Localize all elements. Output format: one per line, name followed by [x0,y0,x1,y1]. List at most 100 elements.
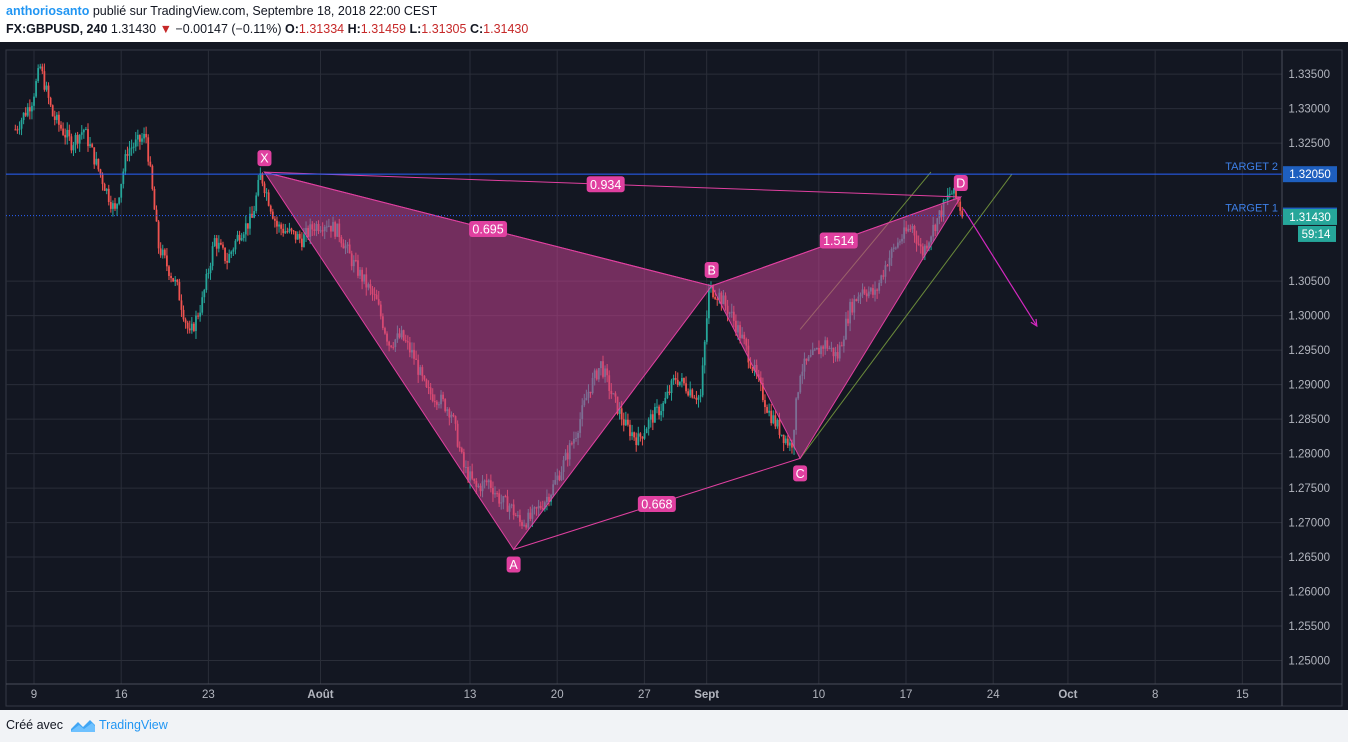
close-value: 1.31430 [483,22,529,36]
ratio-label-bd: 1.514 [823,234,854,248]
candle-body [666,391,669,398]
price-tick-label: 1.25000 [1288,656,1330,668]
candle-body [109,202,112,209]
ratio-label-xb-bg [469,221,508,238]
target-price-badge-bg-1 [1283,166,1337,183]
candle-body [33,96,35,106]
time-tick-label: 10 [812,689,825,701]
candle-body [126,154,129,156]
high-label: H: [347,22,361,36]
time-tick-label: 8 [1152,689,1158,701]
channel-lower-line[interactable] [799,173,1013,459]
tradingview-logo-icon[interactable] [70,717,96,738]
candle-body [672,378,675,381]
candle-body [105,188,108,191]
candle-body [22,112,25,121]
candle-body [64,134,67,138]
candle-body [45,85,48,90]
candle-body [53,116,56,120]
candle-body [649,414,652,420]
candle-body [78,134,81,144]
candle-body [654,407,656,423]
target-lines[interactable]: TARGET 2 TARGET 1 [6,161,1282,217]
candle-body [780,434,783,436]
candle-body [255,195,258,211]
candle-body [60,124,62,129]
candle-body [99,169,102,175]
candle-body [215,238,218,249]
candle-body [622,419,625,426]
price-change: −0.00147 (−0.11%) [175,22,282,36]
publish-line: anthoriosanto publié sur TradingView.com… [6,4,437,18]
candle-body [103,184,106,191]
candle-body [143,133,145,139]
candle-body [784,438,787,443]
candle-body [89,144,91,147]
candle-body [163,249,166,256]
point-label-x-bg [257,150,272,167]
symbol-label: FX:GBPUSD, 240 [6,22,108,36]
candle-body [16,129,19,131]
high-value: 1.31459 [360,22,406,36]
candle-body [618,408,621,414]
candle-body [716,298,719,300]
candle-body [703,341,706,366]
chart-area[interactable]: X A B C D 0.695 0.934 1.514 0.668 TARGET 2 TARGET… [0,42,1348,710]
price-tick-label: 1.27000 [1288,518,1330,530]
candle-body [282,228,285,234]
candle-body [257,179,260,196]
candle-body [14,129,17,131]
ratio-label-bd-bg [819,232,858,249]
candle-body [244,223,247,235]
candle-body [249,213,251,229]
candle-body [91,144,94,148]
chart-frame [5,49,1343,707]
candle-body [76,134,79,144]
projection-arrow[interactable] [962,208,1038,328]
candle-body [120,183,123,198]
candle-body [284,231,287,234]
candle-body [271,211,274,219]
projection-arrow-line[interactable] [962,208,1038,327]
candle-body [182,309,185,320]
candle-body [149,161,152,166]
candle-body [687,391,690,396]
candle-body [234,240,237,250]
point-label-d-bg [953,174,968,191]
price-tick-label: 1.32500 [1288,138,1330,150]
candle-body [751,367,754,371]
low-value: 1.31305 [421,22,467,36]
point-label-x: X [260,152,269,166]
candle-body [157,221,160,249]
candle-body [764,400,766,408]
time-tick-label: 17 [900,689,913,701]
candle-body [678,381,681,386]
price-tick-label: 1.26000 [1288,587,1330,599]
candle-body [641,436,644,439]
countdown-badge: 59:14 [1302,229,1331,241]
candle-body [228,253,231,263]
candle-body [18,128,21,130]
candle-body [55,114,58,120]
candle-body [172,278,175,282]
candle-body [624,419,627,426]
price-axis[interactable]: 1.320501.314501.335001.330001.325001.305… [1281,50,1337,706]
candle-body [213,238,216,247]
projection-arrow-head[interactable] [1030,318,1038,328]
candle-body [145,133,148,138]
harmonic-pattern[interactable]: X A B C D 0.695 0.934 1.514 0.668 [257,150,968,573]
point-label-a: A [509,558,518,572]
candle-body [635,437,638,446]
author-link[interactable]: anthoriosanto [6,4,90,18]
point-label-b-bg [704,261,719,278]
candle-body [749,362,752,368]
candle-body [176,279,179,283]
candle-body [278,224,280,227]
time-axis[interactable]: 9 16 23 Août 13 20 27 Sept 10 17 24 Oct 8 15 [6,683,1342,701]
close-label: C: [469,22,484,36]
candle-body [261,173,264,184]
tradingview-link[interactable]: TradingView [99,718,168,732]
candle-body [286,231,289,233]
time-tick-label: Sept [694,689,719,701]
